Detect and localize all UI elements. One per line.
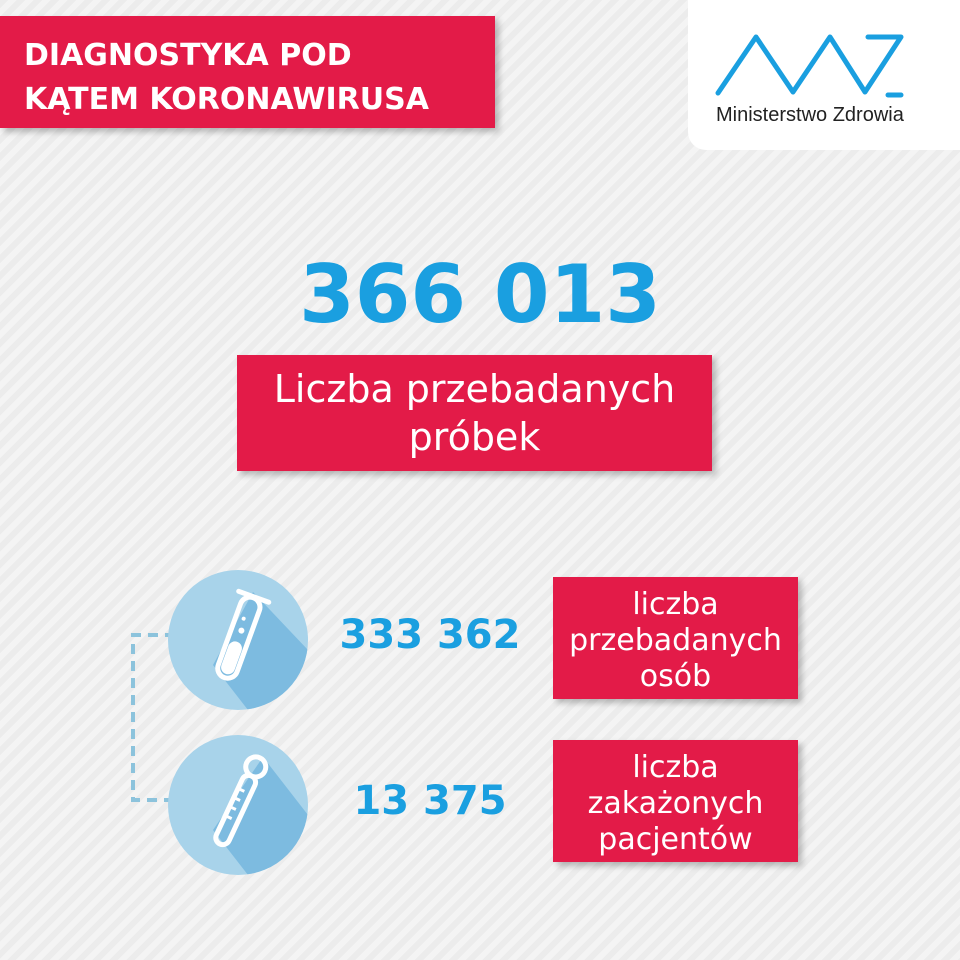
title-banner: DIAGNOSTYKA POD KĄTEM KORONAWIRUSA [0,16,495,128]
label-line: osób [639,659,712,694]
ministry-logo: Ministerstwo Zdrowia [688,0,960,150]
test-tube-icon [213,588,308,710]
test-tube-circle [168,570,308,710]
thermometer-circle [168,735,308,875]
label-line: przebadanych [569,623,782,658]
total-samples-value: 366 013 [299,248,661,341]
tested-persons-value: 333 362 [339,612,521,658]
logo-text: Ministerstwo Zdrowia [716,104,904,126]
infected-patients-label: liczba zakażonych pacjentów [553,740,798,862]
infected-patients-value: 13 375 [353,778,507,824]
title-line: KĄTEM KORONAWIRUSA [24,82,429,117]
thermometer-icon [213,754,308,875]
tested-persons-label: liczba przebadanych osób [553,577,798,699]
label-line: liczba [632,750,719,785]
label-line: zakażonych [587,786,764,821]
title-line: DIAGNOSTYKA POD [24,38,352,73]
connector-line [131,633,175,802]
total-samples-label: Liczba przebadanych próbek [237,355,712,471]
label-line: liczba [632,587,719,622]
label-line: pacjentów [598,822,753,857]
mz-logo-icon [715,34,904,98]
